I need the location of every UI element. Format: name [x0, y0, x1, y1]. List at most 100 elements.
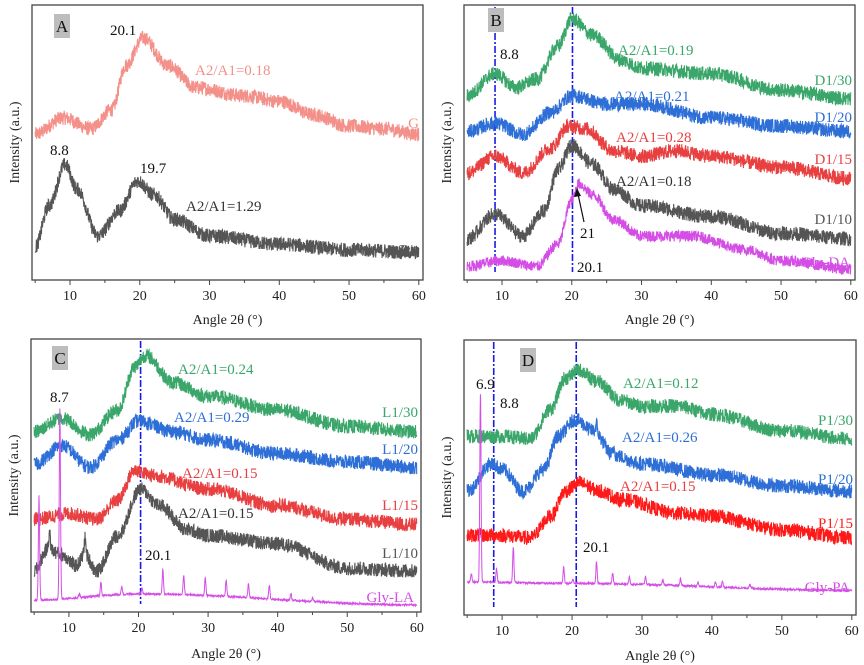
x-tick-label: 20	[565, 289, 579, 304]
y-axis-label: Intensity (a.u.)	[440, 436, 455, 518]
peak-annotation: 20.1	[577, 260, 603, 276]
peak-annotation: 8.8	[50, 143, 69, 159]
panel-B: D1/30 D1/20 D1/15 D1/10 Gly-DA 10 20 30 40 50 60 An…	[440, 4, 858, 328]
x-axis-label: Angle 2θ (°)	[191, 647, 261, 662]
ratio-annotation: A2/A1=0.15	[178, 506, 254, 522]
series-p1-30	[466, 363, 853, 446]
series-gly-da	[466, 178, 852, 275]
x-tick-label: 40	[271, 621, 285, 636]
series-label: L1/20	[382, 442, 418, 458]
x-tick-label: 50	[775, 624, 789, 639]
plot-frame	[31, 4, 424, 281]
panel-C: L1/30 L1/20 L1/15 L1/10 Gly-LA 10 20 30 40 50 60 An…	[7, 338, 424, 662]
x-tick-label: 30	[635, 624, 649, 639]
x-tick-label: 20	[565, 624, 579, 639]
panel-letter-box	[52, 346, 68, 370]
x-tick-label: 10	[63, 289, 77, 304]
panel-A: G Zein 10 20 30 40 50 60 Angle 2θ (°) Intensity (…	[8, 4, 426, 328]
peak-annotation: 20.1	[583, 540, 609, 556]
panel-letter-box	[520, 348, 536, 372]
x-tick-label: 60	[844, 289, 858, 304]
x-tick-label: 40	[705, 624, 719, 639]
x-axis-label: Angle 2θ (°)	[625, 313, 695, 328]
x-tick-label: 60	[410, 621, 424, 636]
x-tick-label: 50	[774, 289, 788, 304]
x-tick-label: 20	[132, 621, 146, 636]
ratio-annotation: A2/A1=0.19	[618, 43, 694, 59]
peak-annotation: 20.1	[145, 548, 171, 564]
peak-annotation: 8.8	[500, 396, 519, 412]
ratio-annotation: A2/A1=0.18	[616, 174, 692, 190]
x-axis-label: Angle 2θ (°)	[193, 313, 263, 328]
y-axis-label: Intensity (a.u.)	[8, 101, 23, 183]
ratio-annotation: A2/A1=0.28	[616, 130, 692, 146]
series-label: D1/15	[815, 152, 853, 168]
series-label: Gly-PA	[805, 580, 850, 596]
plot-frame	[463, 4, 856, 281]
panel-letter: B	[490, 11, 501, 30]
peak-annotation: 6.9	[476, 377, 495, 393]
x-tick-label: 30	[201, 621, 215, 636]
series-label: Gly-DA	[801, 255, 850, 271]
ratio-annotation: A2/A1=0.18	[195, 63, 271, 79]
series-l1-15	[33, 464, 418, 532]
x-tick-label: 40	[704, 289, 718, 304]
series-label: Zein	[399, 243, 420, 255]
peak-annotation: 21	[580, 226, 595, 242]
series-label: P1/30	[818, 413, 853, 429]
peak-annotation: 8.8	[500, 47, 519, 63]
series-l1-10	[33, 482, 418, 578]
x-tick-label: 20	[133, 289, 147, 304]
series-g	[34, 30, 420, 142]
panel-letter: A	[56, 17, 69, 36]
series-label: D1/20	[815, 110, 853, 126]
series-label: L1/15	[382, 498, 418, 514]
x-tick-label: 40	[272, 289, 286, 304]
x-tick-label: 60	[845, 624, 859, 639]
series-p1-20	[466, 413, 853, 501]
arrow-line	[577, 193, 585, 223]
series-d1-15	[466, 118, 852, 187]
series-p1-15	[466, 475, 853, 546]
x-tick-label: 50	[342, 289, 356, 304]
ratio-annotation: A2/A1=0.24	[178, 362, 254, 378]
series-label: D1/10	[815, 212, 853, 228]
panel-letter-box	[54, 14, 70, 38]
series-d1-30	[466, 12, 852, 107]
series-label: G	[408, 116, 419, 132]
x-tick-label: 60	[412, 289, 426, 304]
series-l1-30	[33, 348, 418, 442]
series-gly-pa	[466, 394, 853, 593]
ratio-annotation: A2/A1=0.21	[614, 89, 690, 105]
series-label: L1/30	[382, 405, 418, 421]
series-label: D1/30	[815, 73, 853, 89]
series-zein	[34, 158, 420, 260]
panel-letter-box	[488, 8, 504, 32]
series-d1-20	[466, 88, 852, 142]
ratio-annotation: A2/A1=0.29	[174, 410, 250, 426]
ratio-annotation: A2/A1=0.26	[622, 430, 698, 446]
ratio-annotation: A2/A1=0.15	[182, 466, 258, 482]
series-label: P1/15	[818, 516, 853, 532]
arrow-head-icon	[574, 188, 581, 197]
x-axis-label: Angle 2θ (°)	[625, 649, 695, 664]
ratio-annotation: A2/A1=0.12	[623, 376, 699, 392]
series-l1-20	[33, 412, 418, 475]
series-d1-10	[466, 138, 852, 248]
peak-annotation: 19.7	[140, 161, 167, 177]
ratio-annotation: A2/A1=1.29	[186, 199, 262, 215]
panel-letter: C	[54, 349, 65, 368]
x-tick-label: 30	[635, 289, 649, 304]
plot-frame	[30, 338, 422, 613]
y-axis-label: Intensity (a.u.)	[440, 101, 455, 183]
series-label: L1/10	[382, 546, 418, 562]
x-tick-label: 10	[62, 621, 76, 636]
panel-letter: D	[522, 351, 534, 370]
x-tick-label: 10	[495, 624, 509, 639]
x-tick-label: 10	[495, 289, 509, 304]
series-label: Gly-LA	[367, 590, 415, 606]
y-axis-label: Intensity (a.u.)	[7, 434, 22, 516]
panel-D: P1/30 P1/20 P1/15 Gly-PA 10 20 30 40 50 60 Angle 2…	[440, 339, 859, 664]
series-gly-la	[33, 408, 418, 608]
